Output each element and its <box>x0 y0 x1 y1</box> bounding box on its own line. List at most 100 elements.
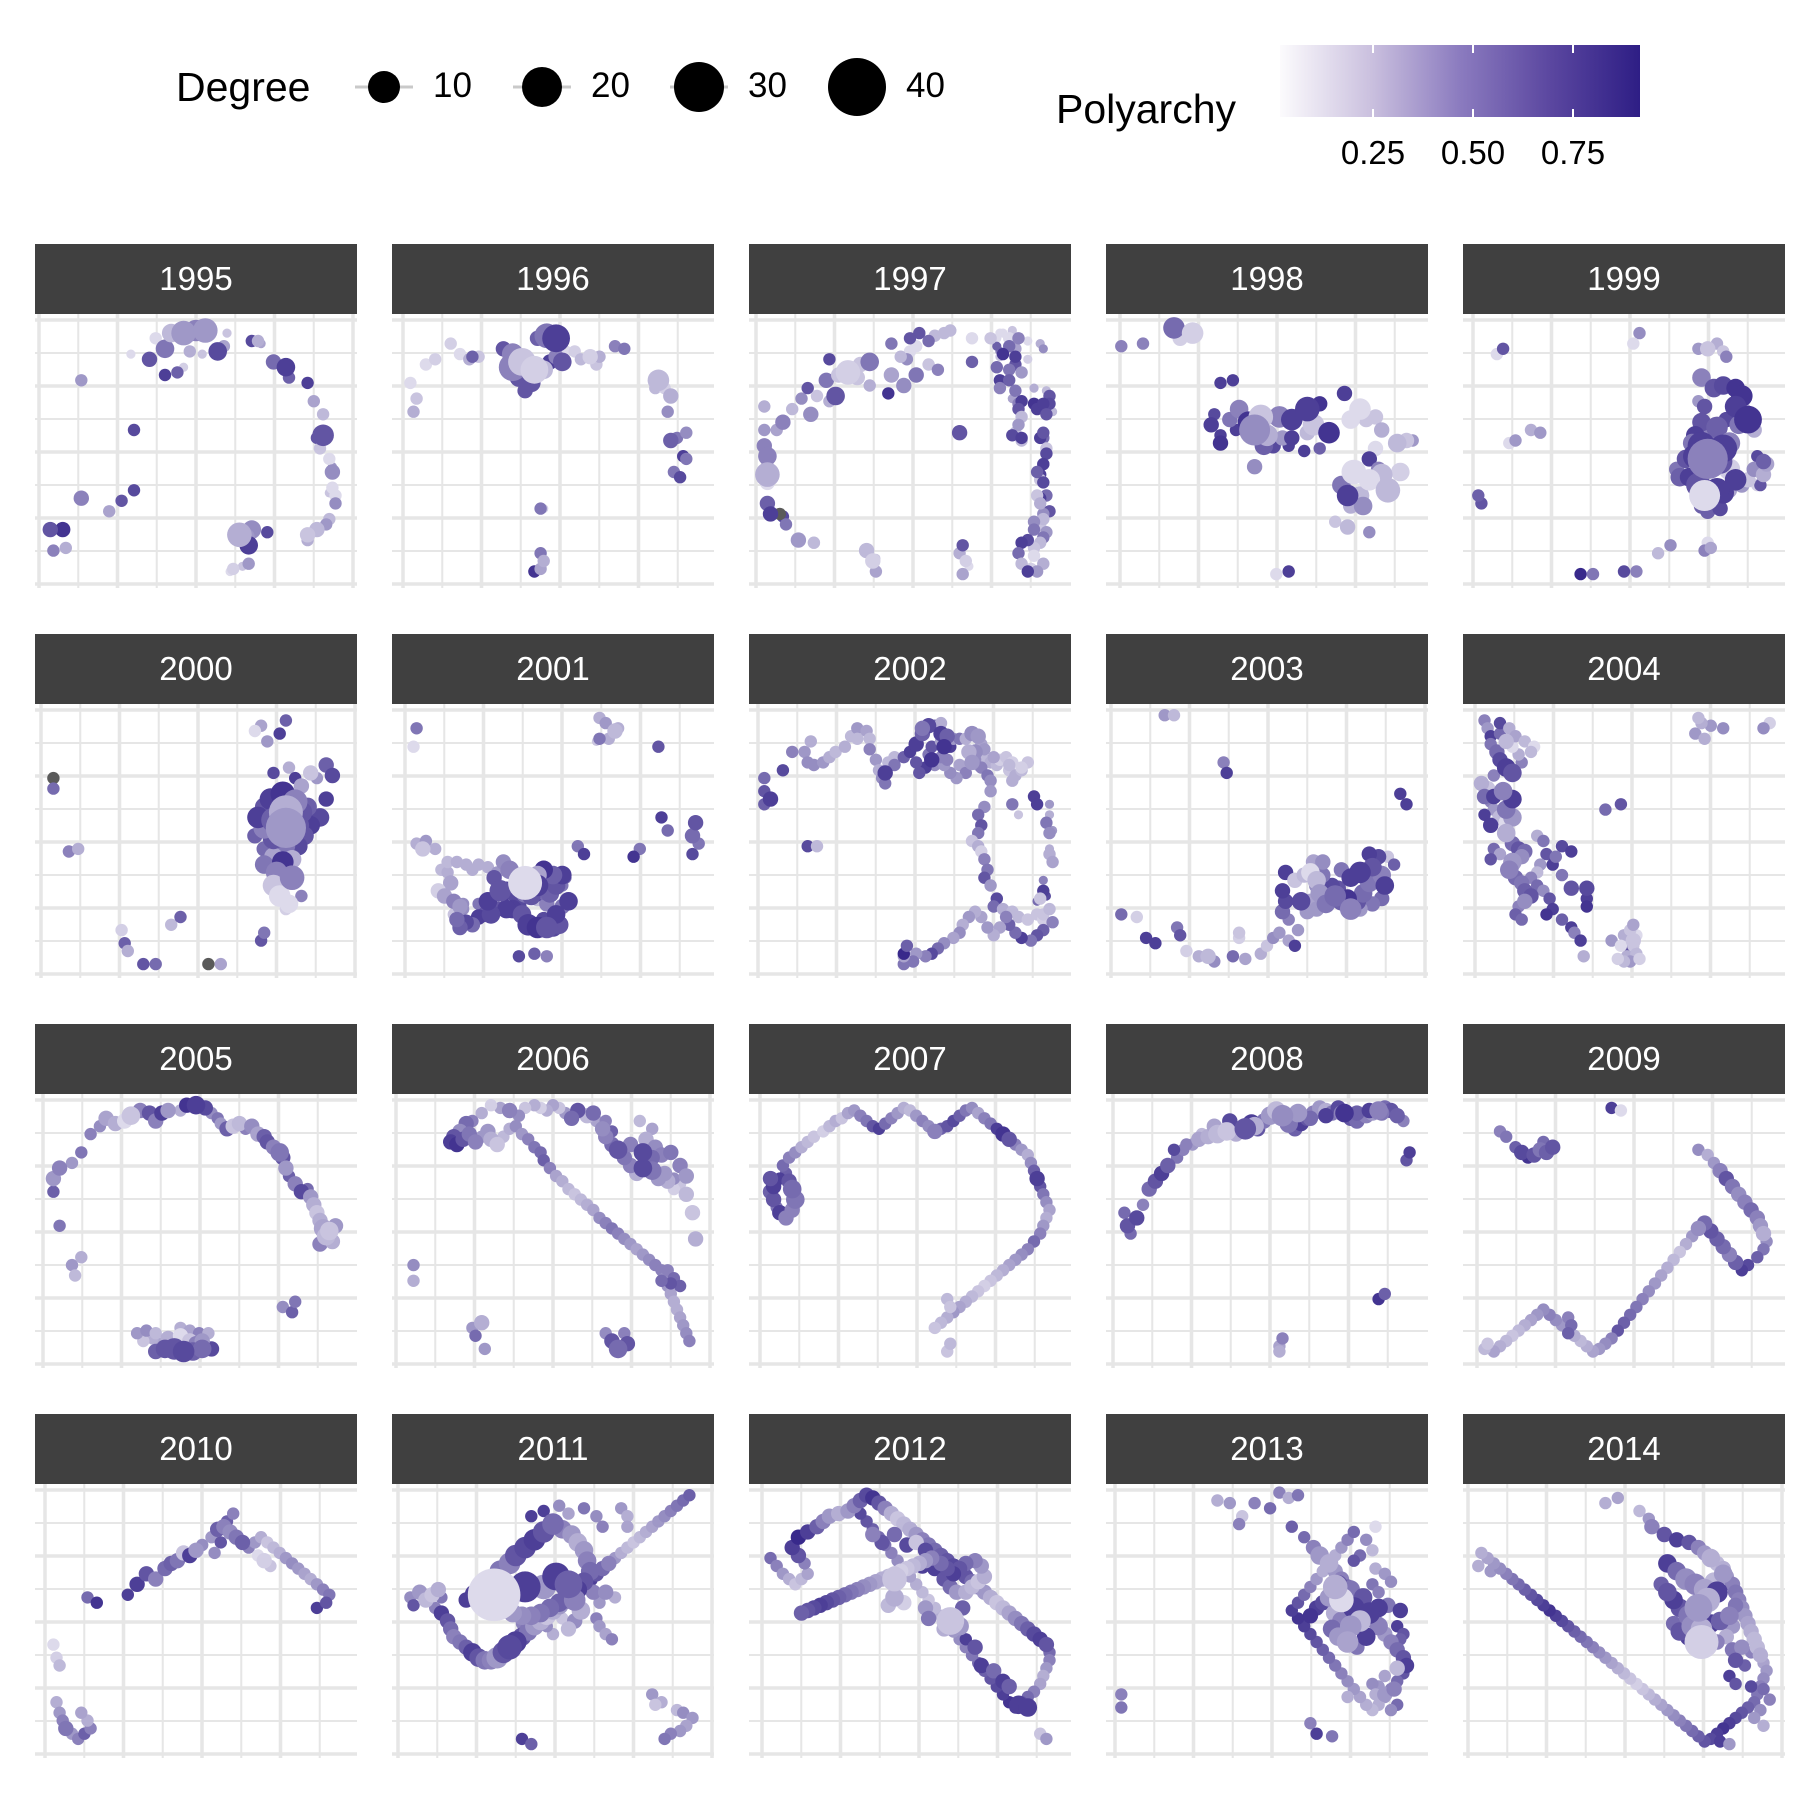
network-node <box>1180 944 1193 958</box>
network-node <box>324 767 341 784</box>
network-node <box>1518 735 1531 748</box>
network-node <box>646 1122 659 1135</box>
network-node <box>1129 1210 1145 1226</box>
network-node <box>913 766 926 780</box>
network-node <box>765 1191 782 1208</box>
network-node <box>553 1499 566 1512</box>
facet-plot-area <box>1463 314 1785 588</box>
facet-strip-label: 1998 <box>1230 260 1304 297</box>
network-node <box>320 1596 333 1609</box>
facet-strip-label: 2006 <box>516 1040 590 1077</box>
network-node <box>877 765 893 781</box>
network-node <box>1378 1669 1391 1683</box>
network-node <box>1605 934 1618 947</box>
network-node <box>1288 939 1302 952</box>
network-node <box>627 850 640 863</box>
network-node <box>165 918 178 931</box>
network-node <box>972 808 985 821</box>
network-node <box>222 328 232 338</box>
network-node <box>1115 1701 1128 1714</box>
facet-panel-2008: 2008 <box>1106 1024 1428 1368</box>
network-node <box>1755 453 1772 470</box>
network-node <box>1325 1730 1339 1743</box>
network-node <box>1473 775 1490 792</box>
network-node <box>882 387 895 400</box>
network-node <box>804 735 817 748</box>
facet-strip-label: 2000 <box>159 650 233 687</box>
network-node <box>1555 868 1569 882</box>
network-node <box>1214 376 1227 390</box>
network-node <box>1044 799 1055 809</box>
network-node <box>90 1596 103 1609</box>
network-node <box>1366 1544 1379 1557</box>
facet-strip-label: 2002 <box>873 650 947 687</box>
facet-plot-area <box>749 1094 1071 1368</box>
network-node <box>227 1507 240 1520</box>
network-node <box>922 358 935 371</box>
network-node <box>1378 1287 1391 1301</box>
network-node <box>633 1114 646 1128</box>
network-node <box>50 1696 63 1709</box>
network-node <box>1037 397 1050 410</box>
network-node <box>1509 434 1522 447</box>
network-node <box>1023 354 1033 364</box>
network-node <box>525 1510 538 1523</box>
network-node <box>1271 1104 1294 1127</box>
grid <box>749 1094 1071 1368</box>
network-node <box>279 865 305 890</box>
network-node <box>1046 855 1059 869</box>
facet-plot-area <box>749 1484 1071 1758</box>
network-node <box>1369 1520 1382 1533</box>
network-node <box>407 1599 420 1612</box>
network-node <box>647 369 670 392</box>
network-node <box>1478 808 1491 821</box>
network-node <box>75 374 88 387</box>
network-node <box>886 1526 903 1543</box>
network-node <box>1387 858 1401 871</box>
degree-key-label: 30 <box>748 66 787 105</box>
network-node <box>1498 733 1514 750</box>
network-node <box>1274 883 1291 899</box>
network-node <box>1363 526 1376 539</box>
network-node <box>1611 1491 1624 1505</box>
polyarchy-tick-label: 0.50 <box>1440 134 1506 171</box>
network-node <box>554 1570 583 1599</box>
network-node <box>758 446 777 466</box>
network-node <box>126 349 136 359</box>
network-node <box>1006 774 1019 787</box>
network-node <box>1030 465 1044 479</box>
network-node <box>786 402 799 416</box>
network-node <box>452 898 468 915</box>
network-node <box>646 1688 659 1701</box>
network-node <box>1684 1594 1713 1622</box>
network-node <box>1472 1559 1485 1573</box>
network-node <box>803 406 819 422</box>
network-node <box>1706 416 1728 439</box>
network-node <box>981 921 994 934</box>
network-node <box>1149 937 1162 950</box>
network-node <box>1339 519 1356 535</box>
network-node <box>687 815 704 831</box>
network-node <box>661 405 674 418</box>
network-node <box>47 1185 60 1198</box>
network-node <box>683 1489 696 1502</box>
network-node <box>888 758 901 772</box>
network-node <box>959 1633 972 1646</box>
network-node <box>1361 451 1377 467</box>
network-node <box>1181 322 1204 344</box>
network-node <box>525 1737 538 1751</box>
network-node <box>1391 462 1410 482</box>
network-node <box>65 1156 79 1170</box>
network-node <box>75 1146 88 1159</box>
network-node <box>115 494 128 507</box>
network-node <box>47 544 60 557</box>
network-node <box>826 386 845 406</box>
network-node <box>1217 756 1230 769</box>
network-node <box>193 318 218 343</box>
network-node <box>1037 512 1050 526</box>
network-node <box>913 326 926 340</box>
network-node <box>148 1571 164 1587</box>
facet-plot-area <box>392 1094 714 1368</box>
network-node <box>171 320 196 346</box>
polyarchy-tick-mark <box>1472 109 1474 117</box>
